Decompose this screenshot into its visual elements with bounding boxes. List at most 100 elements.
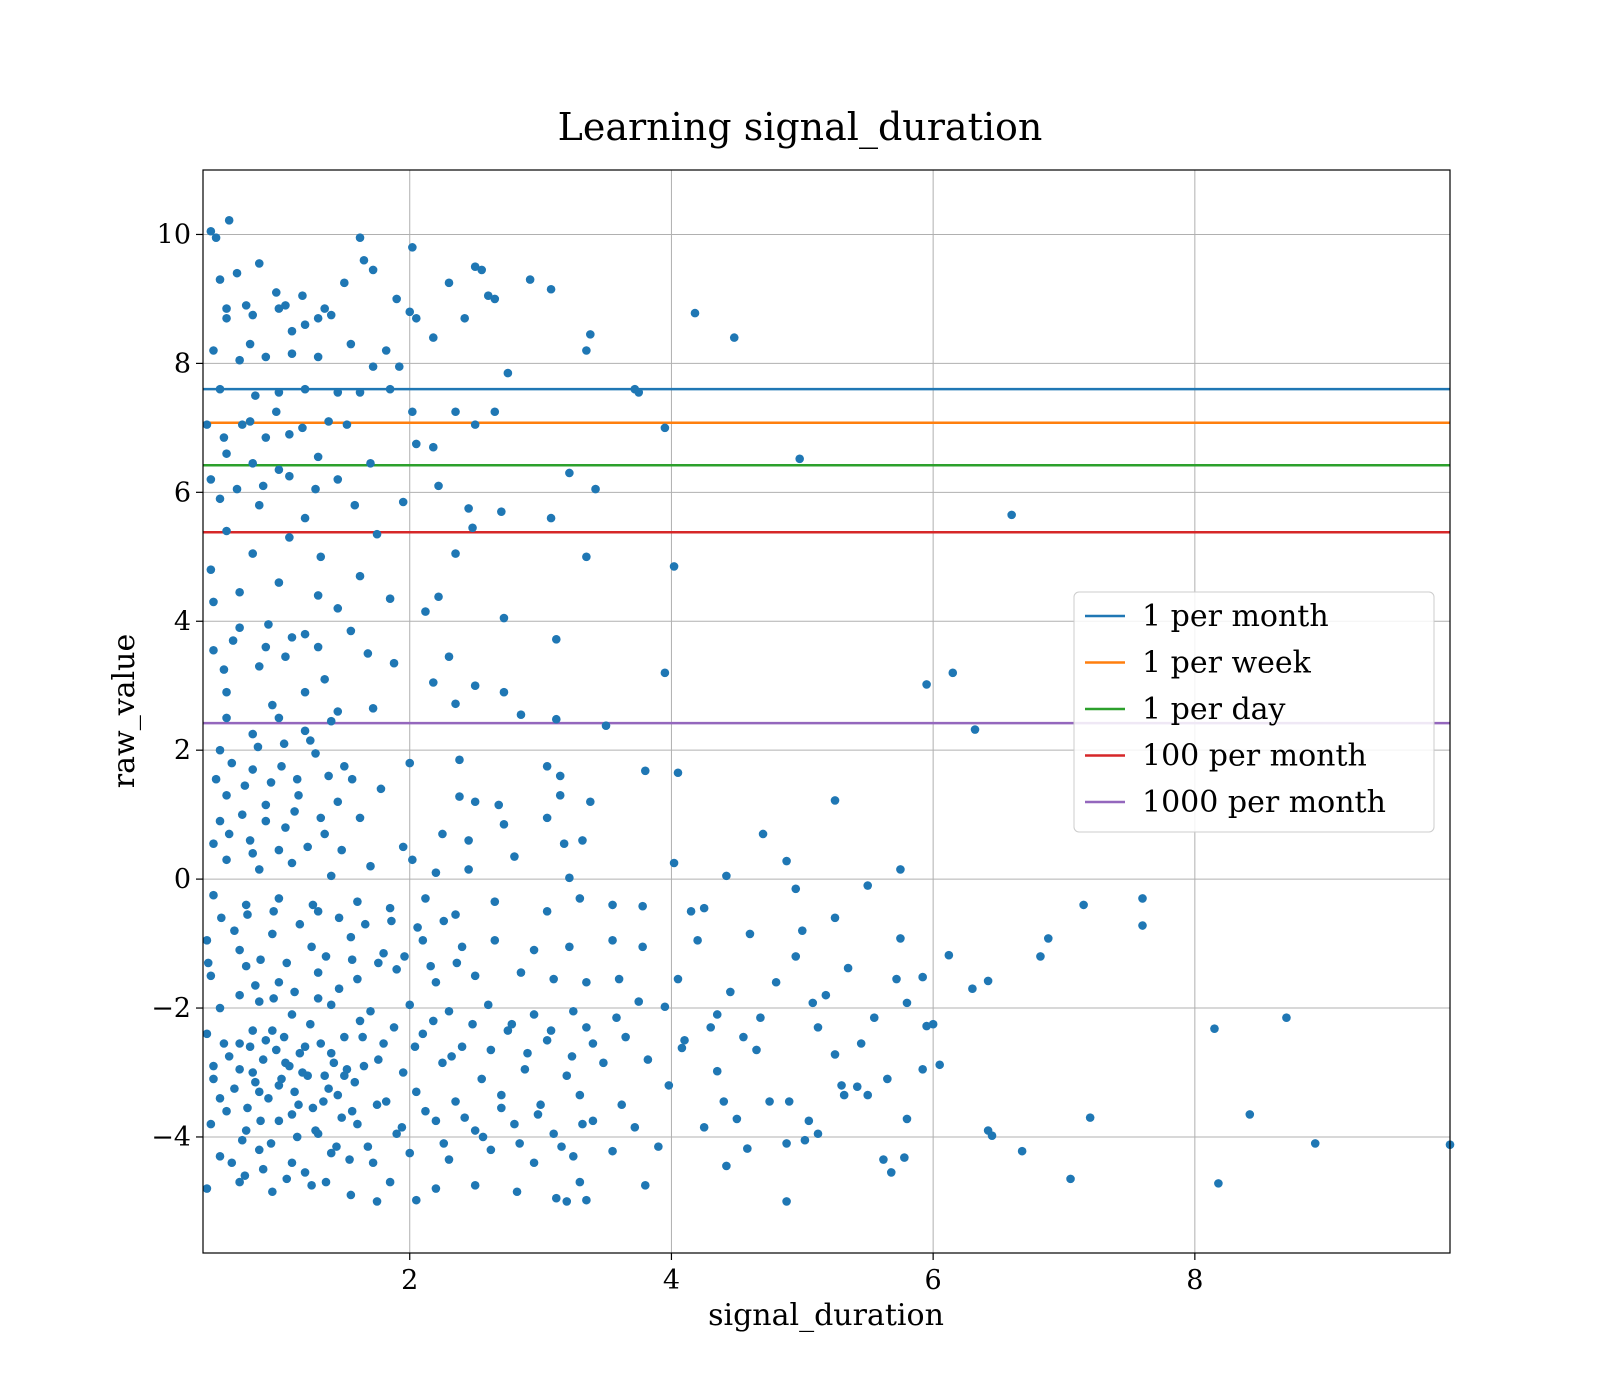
- scatter-point: [490, 294, 500, 304]
- scatter-point: [722, 871, 731, 881]
- scatter-point: [405, 758, 415, 768]
- scatter-point: [447, 1052, 456, 1061]
- scatter-point: [542, 761, 552, 771]
- scatter-point: [421, 607, 430, 616]
- scatter-point: [1079, 900, 1088, 910]
- scatter-point: [392, 965, 401, 974]
- scatter-point: [743, 1144, 752, 1153]
- scatter-point: [347, 955, 357, 964]
- scatter-point: [654, 1142, 663, 1151]
- scatter-point: [503, 368, 513, 378]
- scatter-point: [1245, 1110, 1255, 1119]
- scatter-point: [311, 484, 320, 494]
- scatter-point: [494, 800, 504, 810]
- scatter-point: [211, 233, 221, 242]
- scatter-point: [457, 1042, 467, 1052]
- scatter-point: [281, 823, 290, 832]
- scatter-point: [287, 858, 297, 868]
- scatter-point: [290, 987, 299, 997]
- scatter-point: [248, 549, 258, 558]
- scatter-point: [640, 1181, 650, 1190]
- scatter-point: [321, 952, 331, 961]
- scatter-point: [699, 903, 709, 913]
- scatter-point: [206, 475, 216, 484]
- scatter-point: [215, 275, 225, 284]
- scatter-point: [240, 781, 250, 790]
- scatter-point: [499, 687, 509, 697]
- scatter-point: [922, 1021, 931, 1031]
- scatter-point: [268, 1187, 277, 1197]
- scatter-point: [271, 1045, 281, 1055]
- scatter-point: [928, 1019, 938, 1029]
- scatter-point: [421, 1106, 430, 1116]
- scatter-point: [333, 707, 343, 716]
- scatter-point: [241, 1126, 251, 1135]
- scatter-point: [1066, 1174, 1075, 1184]
- scatter-point: [235, 1177, 244, 1187]
- y-axis-ticks: −4 −2 0 2 4 6 8 10: [151, 219, 203, 1153]
- scatter-point: [295, 1048, 305, 1058]
- scatter-point: [546, 1026, 556, 1035]
- scatter-point: [363, 1142, 373, 1151]
- scatter-point: [224, 829, 234, 839]
- scatter-point: [428, 442, 438, 452]
- scatter-point: [254, 259, 264, 268]
- scatter-point: [405, 1000, 415, 1010]
- scatter-point: [464, 865, 473, 874]
- scatter-point: [287, 1010, 297, 1019]
- scatter-point: [575, 894, 585, 903]
- scatter-point: [555, 771, 565, 781]
- scatter-point: [368, 703, 378, 713]
- scatter-point: [559, 839, 569, 848]
- scatter-point: [503, 1026, 513, 1035]
- scatter-point: [918, 972, 927, 982]
- scatter-point: [431, 977, 441, 987]
- scatter-point: [804, 1116, 814, 1126]
- scatter-point: [268, 929, 277, 939]
- scatter-point: [863, 1090, 873, 1100]
- scatter-point: [582, 977, 591, 987]
- scatter-point: [693, 936, 702, 945]
- scatter-point: [418, 1029, 428, 1039]
- scatter-point: [1210, 1024, 1219, 1033]
- scatter-point: [230, 1084, 239, 1093]
- scatter-point: [673, 974, 683, 984]
- scatter-point: [470, 420, 480, 429]
- scatter-point: [340, 278, 349, 288]
- plot-frame: [202, 169, 1451, 1254]
- scatter-point: [274, 845, 284, 855]
- scatter-point: [562, 1197, 572, 1206]
- scatter-point: [248, 459, 258, 468]
- scatter-point: [512, 1187, 522, 1197]
- scatter-point: [669, 562, 679, 571]
- scatter-point: [470, 1181, 480, 1190]
- scatter-point: [251, 1077, 260, 1087]
- scatter-point: [660, 423, 670, 433]
- scatter-point: [305, 736, 315, 745]
- scatter-point: [222, 526, 231, 536]
- scatter-point: [222, 713, 231, 723]
- scatter-point: [782, 856, 791, 866]
- scatter-point: [279, 1032, 289, 1042]
- data-points: [202, 215, 1455, 1206]
- scatter-point: [324, 417, 333, 426]
- scatter-point: [439, 916, 449, 926]
- scatter-point: [300, 513, 310, 523]
- scatter-point: [477, 265, 487, 275]
- scatter-point: [852, 1082, 862, 1091]
- scatter-point: [235, 945, 244, 955]
- scatter-point: [202, 1029, 212, 1039]
- scatter-point: [431, 868, 441, 877]
- scatter-point: [549, 1129, 558, 1139]
- scatter-point: [451, 699, 460, 709]
- scatter-point: [813, 1023, 823, 1032]
- scatter-point: [638, 942, 647, 952]
- scatter-point: [892, 974, 901, 984]
- scatter-point: [523, 1048, 532, 1058]
- scatter-point: [808, 998, 818, 1008]
- scatter-point: [1310, 1139, 1320, 1148]
- scatter-point: [290, 807, 299, 816]
- scatter-point: [281, 301, 290, 310]
- scatter-point: [499, 820, 509, 829]
- y-tick-label: 10: [157, 219, 191, 250]
